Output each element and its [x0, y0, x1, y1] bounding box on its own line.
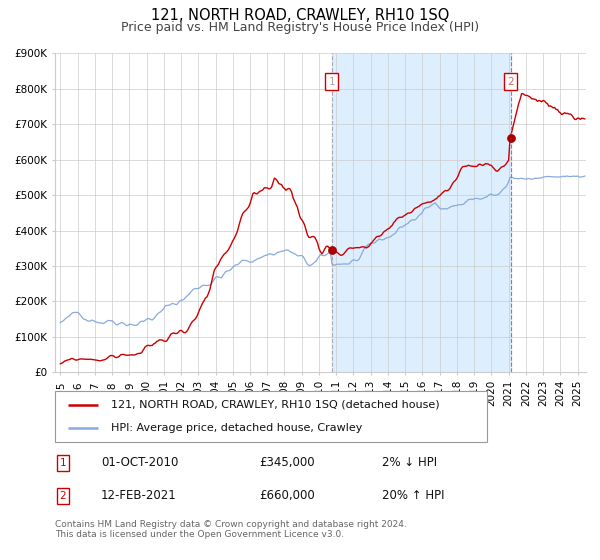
Text: 121, NORTH ROAD, CRAWLEY, RH10 1SQ (detached house): 121, NORTH ROAD, CRAWLEY, RH10 1SQ (deta…: [112, 400, 440, 410]
Text: 2% ↓ HPI: 2% ↓ HPI: [382, 456, 437, 469]
Text: 01-OCT-2010: 01-OCT-2010: [101, 456, 178, 469]
Text: 1: 1: [59, 458, 66, 468]
Point: [506, 134, 515, 143]
Text: 2: 2: [508, 77, 514, 87]
Text: 20% ↑ HPI: 20% ↑ HPI: [382, 489, 444, 502]
Text: £345,000: £345,000: [259, 456, 315, 469]
Point: [327, 245, 337, 254]
Bar: [332, 53, 511, 372]
Text: HPI: Average price, detached house, Crawley: HPI: Average price, detached house, Craw…: [112, 423, 363, 433]
Text: 121, NORTH ROAD, CRAWLEY, RH10 1SQ: 121, NORTH ROAD, CRAWLEY, RH10 1SQ: [151, 8, 449, 24]
Text: 1: 1: [329, 77, 335, 87]
Text: £660,000: £660,000: [259, 489, 315, 502]
Text: 2: 2: [59, 491, 66, 501]
Text: Contains HM Land Registry data © Crown copyright and database right 2024.
This d: Contains HM Land Registry data © Crown c…: [55, 520, 407, 539]
Text: 12-FEB-2021: 12-FEB-2021: [101, 489, 177, 502]
Text: Price paid vs. HM Land Registry's House Price Index (HPI): Price paid vs. HM Land Registry's House …: [121, 21, 479, 34]
